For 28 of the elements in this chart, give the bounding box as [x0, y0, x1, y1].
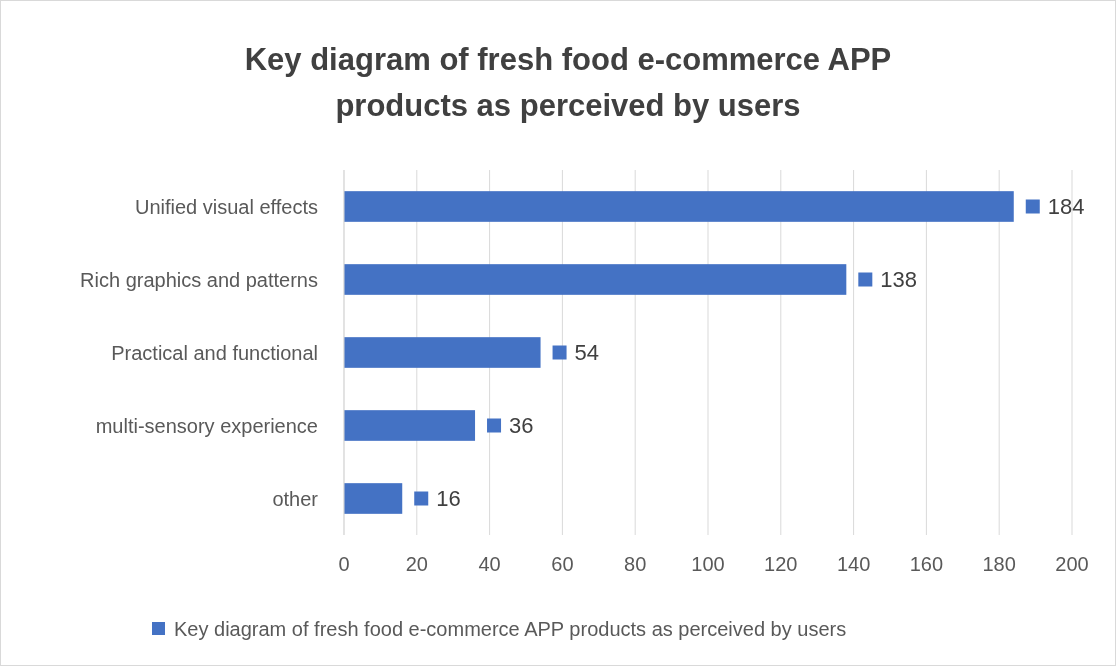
x-tick-label: 80	[624, 553, 647, 575]
y-tick-label: other	[272, 487, 319, 510]
chart-title: Key diagram of fresh food e-commerce APP products as perceived by users	[244, 42, 892, 123]
x-tick-label: 40	[478, 553, 501, 575]
bar	[344, 337, 541, 368]
x-tick-label: 140	[836, 553, 871, 575]
y-tick-label: Rich graphics and patterns	[80, 268, 318, 291]
bar	[344, 410, 476, 441]
bar	[344, 264, 847, 295]
data-label: 36	[509, 413, 534, 439]
x-tick-label: 0	[338, 553, 350, 575]
x-tick-label: 100	[691, 553, 725, 575]
y-tick-label: Unified visual effects	[134, 195, 318, 218]
y-tick-label: Practical and functional	[111, 341, 318, 364]
data-label: 54	[574, 340, 600, 366]
bar	[344, 191, 1014, 222]
bar	[344, 483, 403, 514]
x-tick-label: 160	[909, 553, 944, 575]
x-tick-label: 180	[982, 553, 1016, 575]
data-label: 184	[1047, 194, 1085, 220]
legend-label: Key diagram of fresh food e-commerce APP products as perceived by users	[174, 618, 847, 640]
x-tick-label: 120	[764, 553, 798, 575]
x-tick-label: 60	[551, 553, 574, 575]
data-label: 16	[436, 486, 461, 512]
y-tick-label: multi-sensory experience	[95, 414, 318, 437]
data-label: 138	[880, 267, 918, 293]
x-tick-label: 20	[405, 553, 428, 575]
x-tick-label: 200	[1055, 553, 1089, 575]
